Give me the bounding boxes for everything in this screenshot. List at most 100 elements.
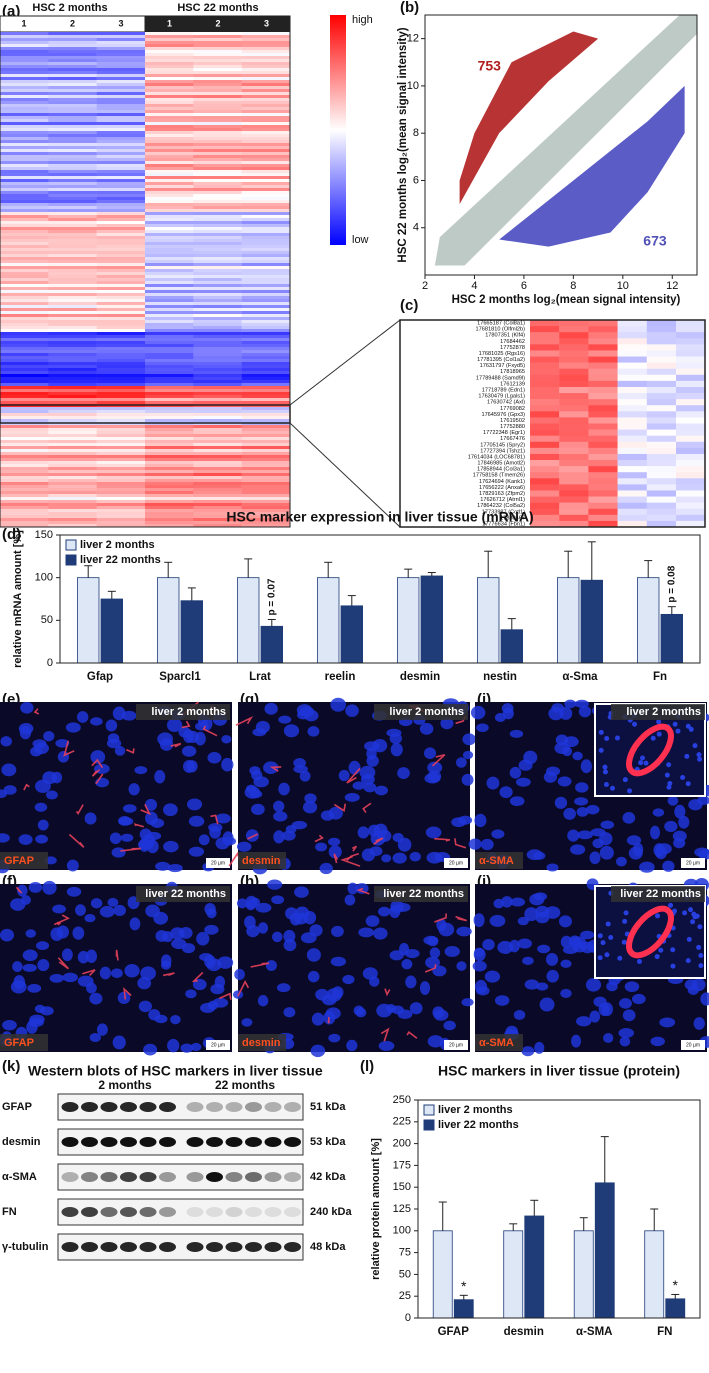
heatmap-cell <box>144 380 194 383</box>
nucleus <box>320 810 335 821</box>
heatmap-cell <box>559 460 589 467</box>
nucleus <box>499 786 513 799</box>
heatmap-cell <box>193 89 242 92</box>
y-axis-label: relative mRNA amount [%] <box>12 530 24 668</box>
heatmap-cell <box>48 512 97 515</box>
heatmap-cell <box>144 485 194 488</box>
heatmap-cell <box>241 128 291 131</box>
heatmap-cell <box>48 281 97 284</box>
nucleus <box>212 997 229 1008</box>
heatmap-cell <box>48 152 97 155</box>
heatmap-cell <box>193 86 242 89</box>
heatmap-cell <box>48 470 97 473</box>
heatmap-cell <box>559 386 589 394</box>
heatmap-cell <box>241 152 291 155</box>
heatmap-cell <box>588 453 618 461</box>
heatmap-cell <box>193 293 242 296</box>
heatmap-cell <box>144 149 194 152</box>
nucleus <box>346 1039 358 1052</box>
heatmap-cell <box>559 380 589 388</box>
band <box>186 1242 204 1252</box>
heatmap-cell <box>0 134 49 137</box>
nucleus <box>283 938 297 952</box>
nucleus <box>22 963 37 972</box>
heatmap-cell <box>96 173 146 176</box>
nucleus <box>664 820 678 833</box>
heatmap-cell <box>193 368 242 371</box>
heatmap-cell <box>144 173 194 176</box>
heatmap-cell <box>0 413 49 416</box>
heatmap-cell <box>144 209 194 212</box>
heatmap-cell <box>646 478 677 485</box>
label-box <box>136 886 230 902</box>
heatmap-cell <box>0 161 49 164</box>
x-tick-label: Sparcl1 <box>159 671 201 683</box>
heatmap-cell <box>144 359 194 362</box>
heatmap-cell <box>646 326 677 333</box>
heatmap-cell <box>96 191 146 194</box>
heatmap-cell <box>193 449 242 452</box>
stained-cell <box>133 823 144 828</box>
heatmap-cell <box>193 323 242 326</box>
heatmap-cell <box>48 323 97 326</box>
heatmap-cell <box>530 484 560 491</box>
bar <box>660 613 684 664</box>
bar <box>594 1182 615 1319</box>
nucleus <box>397 1009 413 1019</box>
heatmap-cell <box>241 287 291 290</box>
heatmap-cell <box>241 371 291 374</box>
band <box>81 1172 98 1182</box>
heatmap-cell <box>0 383 49 386</box>
heatmap-cell <box>193 161 242 164</box>
nucleus <box>85 949 98 964</box>
heatmap-cell <box>241 77 291 80</box>
nucleus <box>307 970 320 983</box>
nucleus <box>166 718 183 732</box>
nucleus <box>697 756 703 762</box>
heatmap-cell <box>193 119 242 122</box>
heatmap-cell <box>48 350 97 353</box>
heatmap-cell <box>193 197 242 200</box>
y-tick-label: 75 <box>399 1247 411 1259</box>
heatmap-cell <box>48 119 97 122</box>
heatmap-cell <box>193 236 242 239</box>
heatmap-cell <box>193 140 242 143</box>
heatmap-cell <box>0 230 49 233</box>
heatmap-cell <box>144 386 194 389</box>
heatmap-cell <box>588 386 618 394</box>
heatmap-cell <box>241 122 291 125</box>
heatmap-cell <box>144 155 194 158</box>
heatmap-cell <box>588 447 618 455</box>
heatmap-cell <box>0 338 49 341</box>
y-tick-label: 50 <box>399 1268 411 1280</box>
nucleus <box>546 863 559 872</box>
stained-cell <box>91 769 101 777</box>
heatmap-cell <box>193 83 242 86</box>
heatmap-cell <box>193 278 242 281</box>
heatmap-cell <box>96 317 146 320</box>
heatmap-cell <box>617 326 647 333</box>
scale-label: high <box>352 14 373 26</box>
heatmap-cell <box>0 98 49 101</box>
heatmap-cell <box>144 374 194 377</box>
heatmap-cell <box>193 158 242 161</box>
point-cloud <box>459 31 599 205</box>
heatmap-cell <box>96 161 146 164</box>
nucleus <box>456 926 472 937</box>
annotation: p = 0.08 <box>666 565 677 602</box>
nucleus <box>84 812 97 825</box>
heatmap-cell <box>193 497 242 500</box>
heatmap-cell <box>193 251 242 254</box>
heatmap-cell <box>241 503 291 506</box>
heatmap-cell <box>241 71 291 74</box>
heatmap-cell <box>144 269 194 272</box>
nucleus <box>198 834 210 846</box>
nucleus <box>117 991 131 1005</box>
nucleus <box>554 796 568 809</box>
heatmap-cell <box>96 515 146 518</box>
bar <box>644 1230 665 1319</box>
heatmap-cell <box>48 209 97 212</box>
band <box>245 1137 262 1147</box>
heatmap-cell <box>144 71 194 74</box>
heatmap-cell <box>144 152 194 155</box>
